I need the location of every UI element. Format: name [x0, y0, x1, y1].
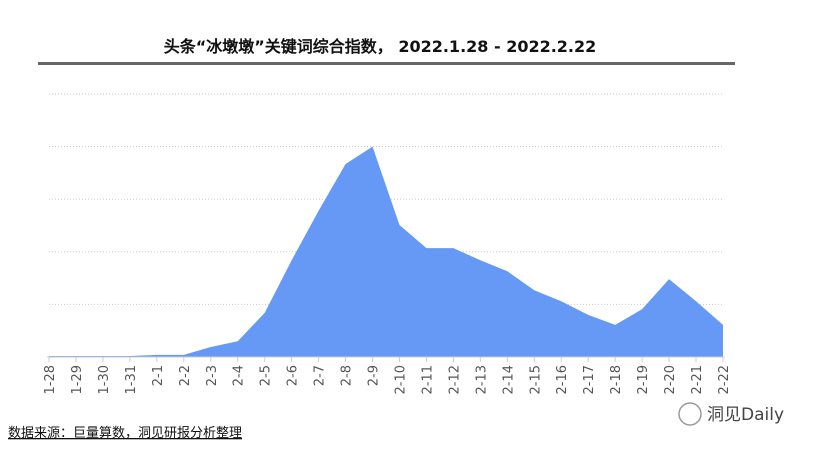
x-tick-label: 1-30: [97, 365, 112, 395]
source-note: 数据来源：巨量算数，洞见研报分析整理: [8, 426, 242, 441]
x-tick-label: 2-13: [474, 365, 489, 395]
x-tick-label: 1-28: [43, 365, 58, 395]
x-tick-label: 2-8: [340, 365, 355, 386]
x-tick-label: 2-17: [582, 365, 597, 395]
x-tick-label: 1-31: [124, 365, 139, 395]
chart-title: 头条“冰墩墩”关键词综合指数， 2022.1.28 - 2022.2.22: [164, 37, 597, 56]
x-tick-label: 2-20: [663, 365, 678, 395]
x-tick-label: 2-7: [313, 365, 328, 386]
x-tick-label: 2-6: [286, 365, 301, 386]
x-tick-label: 2-18: [609, 365, 624, 395]
watermark-icon: [678, 402, 702, 426]
watermark: 洞见Daily: [707, 405, 784, 425]
x-tick-label: 2-15: [528, 365, 543, 395]
x-tick-label: 2-16: [555, 365, 570, 395]
x-tick-label: 2-12: [447, 365, 462, 395]
x-tick-label: 2-3: [205, 365, 220, 386]
x-tick-label: 2-9: [367, 365, 382, 386]
x-tick-label: 2-14: [501, 365, 516, 395]
x-tick-label: 2-1: [151, 365, 166, 386]
x-tick-label: 2-22: [717, 365, 732, 395]
x-tick-label: 2-10: [393, 365, 408, 395]
x-tick-label: 2-2: [178, 365, 193, 386]
x-tick-label: 2-11: [420, 365, 435, 395]
x-tick-label: 2-4: [232, 365, 247, 386]
x-tick-label: 2-21: [690, 365, 705, 395]
x-tick-label: 2-19: [636, 365, 651, 395]
x-tick-label: 2-5: [259, 365, 274, 386]
title-rule: [38, 62, 735, 65]
x-tick-label: 1-29: [70, 365, 85, 395]
area: [49, 146, 723, 357]
